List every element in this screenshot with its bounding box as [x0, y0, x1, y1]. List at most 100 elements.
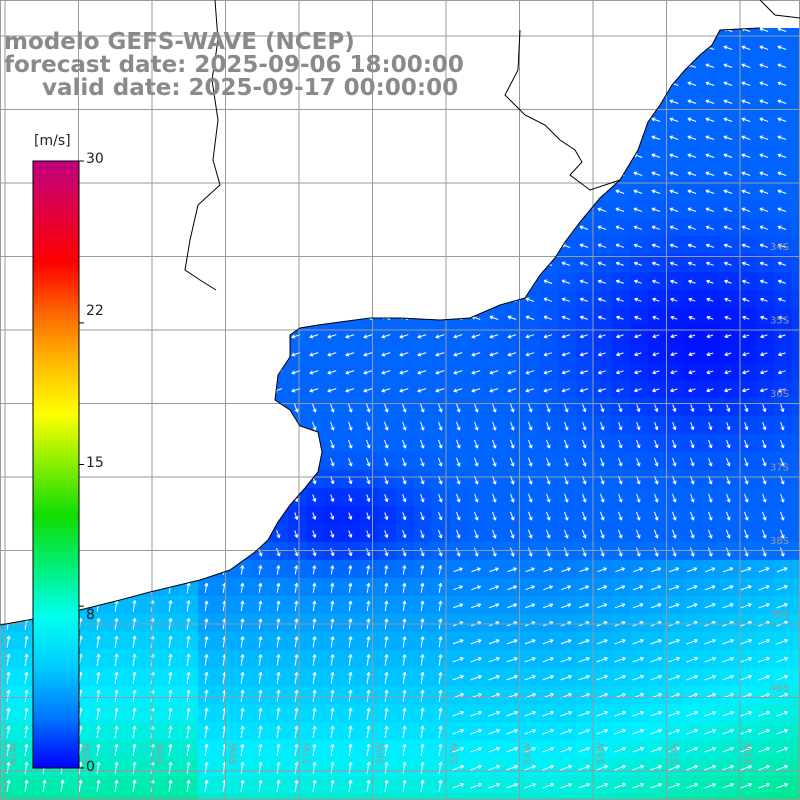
wind-arrow [723, 45, 733, 50]
speed-cell [0, 200, 19, 219]
speed-cell [630, 182, 649, 201]
speed-cell [198, 614, 217, 633]
speed-cell [468, 470, 487, 489]
speed-cell [180, 362, 199, 381]
wind-arrow [273, 189, 283, 194]
wind-arrow [778, 297, 786, 302]
wind-arrow [705, 28, 715, 32]
speed-cell [90, 344, 109, 363]
speed-cell [756, 74, 775, 93]
wind-arrow [543, 297, 553, 302]
speed-cell [450, 434, 469, 453]
wind-arrow [543, 153, 553, 158]
speed-cell [306, 110, 325, 129]
speed-cell [18, 650, 37, 669]
speed-cell [522, 524, 541, 543]
speed-cell [0, 470, 19, 489]
wind-arrow [726, 493, 731, 503]
speed-cell [18, 686, 37, 705]
wind-arrow [579, 243, 589, 248]
wind-arrow [435, 28, 445, 32]
wind-arrow [6, 421, 11, 431]
wind-arrow [489, 207, 499, 212]
speed-cell [36, 110, 55, 129]
speed-cell [252, 128, 271, 147]
wind-arrow [93, 207, 103, 212]
speed-cell [252, 398, 271, 417]
wind-arrow [669, 225, 679, 230]
speed-cell [342, 272, 361, 291]
wind-arrow [294, 512, 299, 520]
speed-cell [126, 542, 145, 561]
speed-cell [144, 380, 163, 399]
wind-arrow [456, 493, 461, 503]
wind-arrow [111, 388, 121, 393]
speed-cell [324, 146, 343, 165]
speed-cell [792, 74, 800, 93]
speed-cell [684, 164, 703, 183]
wind-arrow [345, 261, 355, 266]
wind-arrow [489, 370, 499, 375]
wind-arrow [471, 243, 481, 248]
speed-cell [144, 128, 163, 147]
wind-arrow [258, 511, 263, 521]
wind-arrow [528, 421, 533, 431]
speed-cell [126, 452, 145, 471]
speed-cell [648, 488, 667, 507]
wind-arrow [688, 297, 696, 302]
speed-cell [198, 398, 217, 417]
speed-cell [450, 146, 469, 165]
speed-cell [396, 308, 415, 327]
speed-cell [144, 704, 163, 723]
wind-arrow [273, 243, 283, 248]
wind-arrow [309, 189, 319, 194]
wind-arrow [652, 370, 660, 375]
wind-arrow [165, 243, 175, 248]
wind-arrow [762, 421, 767, 431]
speed-cell [342, 308, 361, 327]
speed-cell [684, 290, 703, 309]
speed-cell [432, 488, 451, 507]
speed-cell [594, 182, 613, 201]
wind-arrow [273, 315, 283, 320]
wind-arrow [636, 404, 641, 413]
wind-arrow [471, 352, 481, 357]
speed-cell [540, 452, 559, 471]
speed-cell [540, 542, 559, 561]
wind-arrow [546, 421, 551, 431]
wind-arrow [741, 189, 751, 194]
speed-cell [594, 164, 613, 183]
speed-cell [270, 452, 289, 471]
wind-arrow [201, 352, 211, 357]
speed-cell [90, 182, 109, 201]
speed-cell [252, 470, 271, 489]
wind-arrow [111, 297, 121, 302]
wind-arrow [615, 243, 625, 248]
speed-cell [378, 614, 397, 633]
speed-cell [324, 794, 343, 800]
wind-arrow [543, 279, 553, 284]
speed-cell [648, 182, 667, 201]
speed-cell [180, 146, 199, 165]
wind-arrow [651, 99, 661, 104]
wind-arrow [762, 529, 767, 539]
wind-arrow [21, 207, 31, 212]
speed-cell [108, 776, 127, 795]
wind-arrow [597, 117, 607, 122]
speed-cell [756, 254, 775, 273]
wind-arrow [453, 388, 463, 393]
speed-cell [414, 776, 433, 795]
wind-arrow [634, 370, 642, 375]
speed-cell [630, 506, 649, 525]
wind-arrow [21, 334, 31, 339]
speed-cell [594, 218, 613, 237]
wind-arrow [294, 403, 299, 413]
wind-arrow [6, 493, 11, 503]
wind-arrow [546, 511, 551, 521]
speed-cell [378, 470, 397, 489]
wind-arrow [204, 457, 209, 467]
wind-arrow [204, 493, 209, 503]
wind-arrow [345, 315, 355, 320]
speed-cell [576, 164, 595, 183]
speed-cell [288, 596, 307, 615]
